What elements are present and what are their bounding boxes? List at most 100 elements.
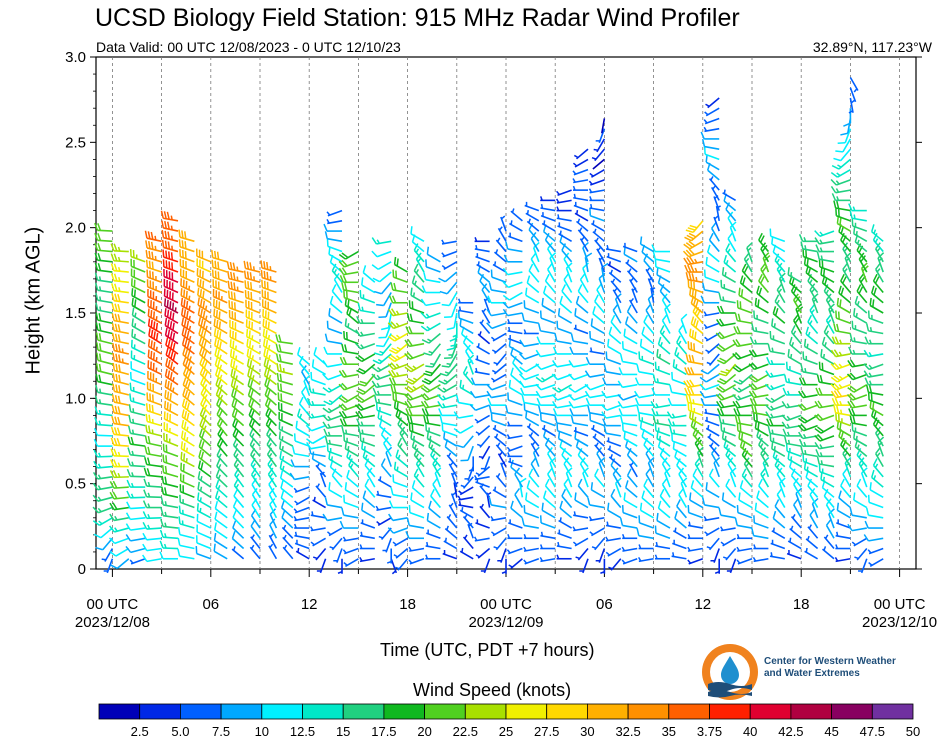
wind-barb <box>736 423 753 437</box>
wind-barb <box>751 405 769 417</box>
wind-barb <box>656 430 671 447</box>
wind-barb <box>519 339 539 348</box>
wind-barb <box>306 435 327 445</box>
wind-barb <box>591 148 606 162</box>
wind-barb <box>596 246 606 263</box>
wind-barb <box>181 409 195 427</box>
wind-barb <box>774 253 786 273</box>
wind-barb <box>703 311 720 317</box>
x-axis-label: Time (UTC, PDT +7 hours) <box>380 640 595 660</box>
wind-barb <box>261 299 277 314</box>
wind-barb <box>721 430 736 447</box>
wind-barb <box>164 308 179 324</box>
wind-barb <box>651 408 670 417</box>
wind-barb <box>315 483 327 498</box>
wind-barb <box>160 210 179 222</box>
x-tick-label: 12 <box>301 596 318 613</box>
wind-barb <box>647 456 655 478</box>
wind-barb <box>716 353 737 365</box>
wind-barb <box>500 461 507 478</box>
wind-barb <box>514 488 524 508</box>
wind-barb <box>503 254 523 263</box>
wind-barb <box>781 421 802 430</box>
wind-barb <box>723 254 737 273</box>
wind-barb <box>430 447 442 468</box>
wind-barb <box>246 338 261 355</box>
colorbar-swatch <box>668 703 710 720</box>
wind-barb <box>872 232 884 253</box>
wind-barb <box>413 263 425 283</box>
wind-barb <box>486 322 507 330</box>
wind-barb <box>788 336 802 355</box>
wind-barb <box>410 492 425 509</box>
wind-barb <box>470 377 490 386</box>
x-tick-label: 00 UTC <box>480 596 532 613</box>
wind-barb <box>92 472 113 480</box>
wind-barb <box>700 295 720 304</box>
wind-barb <box>111 313 129 325</box>
wind-barb <box>701 138 720 150</box>
wind-barb <box>366 467 376 488</box>
x-tick-label: 00 UTC <box>874 596 926 613</box>
wind-barb <box>676 458 688 478</box>
wind-barb <box>420 312 441 319</box>
wind-barb <box>142 554 162 563</box>
wind-barb <box>127 447 146 458</box>
colorbar-swatch <box>790 703 833 720</box>
wind-barb <box>426 246 441 263</box>
wind-barb <box>848 203 867 212</box>
wind-barb <box>872 458 884 478</box>
wind-barb <box>602 377 621 386</box>
wind-barb <box>322 373 343 381</box>
wind-barb <box>865 507 884 519</box>
wind-barb <box>858 252 868 273</box>
wind-barb <box>215 377 228 396</box>
wind-barb <box>246 329 261 345</box>
wind-barb <box>408 558 425 565</box>
wind-barb <box>339 418 359 427</box>
wind-barb <box>268 487 278 508</box>
wind-barb <box>802 351 818 365</box>
wind-barb <box>608 453 622 468</box>
wind-barb <box>671 433 687 447</box>
colorbar-swatch <box>342 703 385 720</box>
wind-barb <box>589 208 605 222</box>
wind-barb <box>160 497 179 509</box>
wind-barb <box>230 368 245 386</box>
wind-barb <box>774 499 786 519</box>
wind-barb <box>229 329 244 345</box>
wind-barb <box>277 382 294 396</box>
wind-barb <box>228 300 244 314</box>
wind-barb <box>684 387 703 396</box>
wind-barb <box>94 252 113 263</box>
wind-barb <box>870 285 884 304</box>
wind-barb <box>262 328 277 345</box>
wind-barb <box>749 397 769 406</box>
wind-barb <box>355 410 375 419</box>
wind-barb <box>770 539 786 550</box>
wind-barb <box>590 482 605 499</box>
wind-barb <box>262 309 277 324</box>
wind-barb <box>795 487 803 508</box>
logo-text-line1: Center for Western Weather <box>764 656 896 667</box>
wind-barb <box>803 256 818 273</box>
wind-barb <box>820 267 835 283</box>
wind-barb <box>525 210 540 222</box>
wind-barb <box>589 527 605 537</box>
wind-barb <box>393 547 409 559</box>
wind-barb <box>508 457 523 468</box>
wind-barb <box>716 305 736 314</box>
wind-barb <box>92 517 113 526</box>
wind-barb <box>704 332 720 342</box>
wind-barb <box>614 477 622 498</box>
colorbar-swatch <box>464 703 507 720</box>
wind-barb <box>621 341 638 355</box>
wind-barb <box>838 428 851 447</box>
wind-barb <box>772 306 786 324</box>
wind-barb <box>725 478 737 498</box>
wind-barb <box>816 251 835 263</box>
wind-barb <box>818 361 835 376</box>
wind-barb <box>229 319 244 335</box>
wind-barb <box>651 387 670 396</box>
wind-barb <box>803 461 818 478</box>
